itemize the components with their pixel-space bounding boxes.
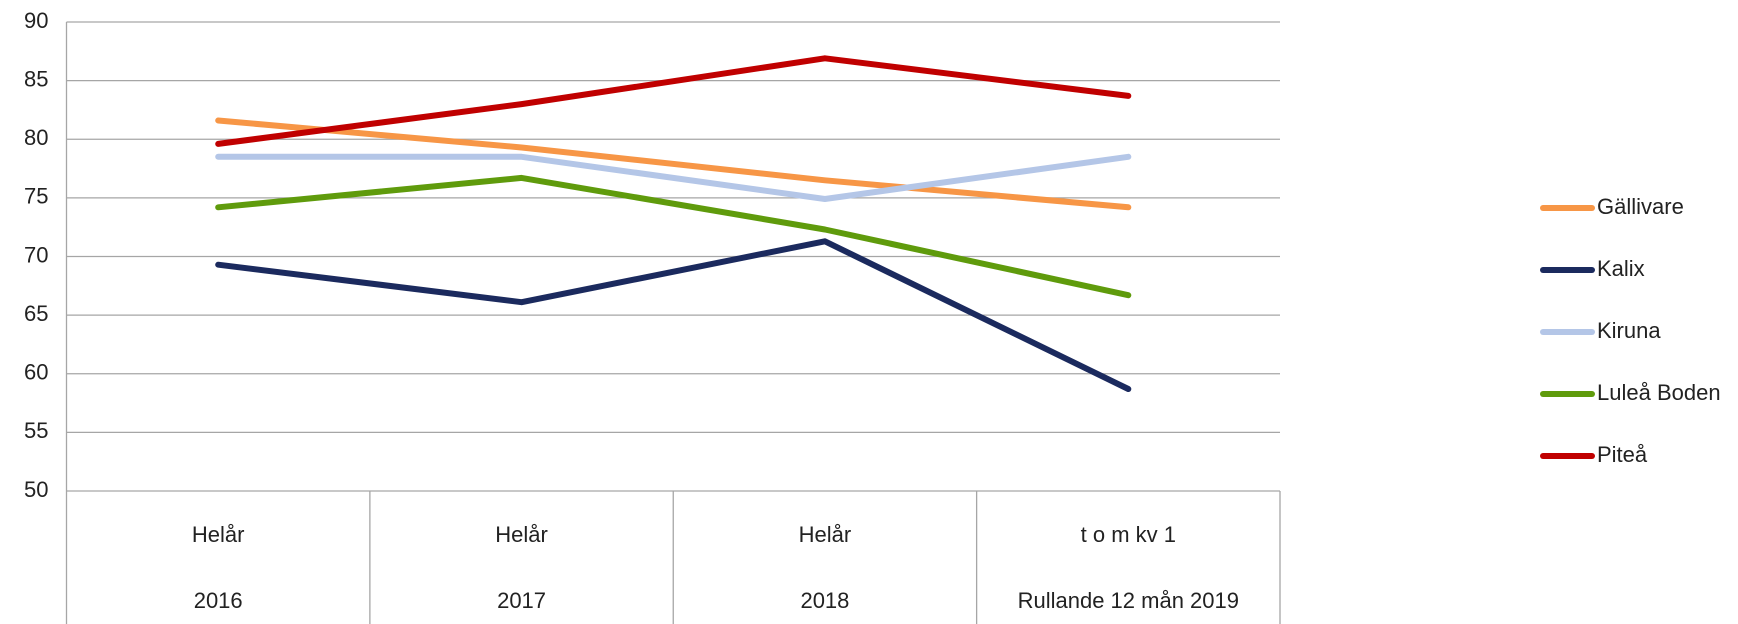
y-tick-label: 50 — [24, 477, 48, 502]
y-tick-label: 55 — [24, 418, 48, 443]
series-line — [215, 55, 1132, 147]
y-tick-label: 70 — [24, 242, 48, 267]
x-tick-label: Helår — [799, 522, 852, 547]
y-tick-label: 65 — [24, 301, 48, 326]
y-tick-label: 60 — [24, 360, 48, 385]
series-line — [215, 238, 1132, 392]
legend-label: Gällivare — [1597, 194, 1684, 219]
y-tick-label: 75 — [24, 184, 48, 209]
x-tick-label: Rullande 12 mån 2019 — [1018, 588, 1239, 613]
x-tick-label: 2016 — [194, 588, 243, 613]
legend-label: Piteå — [1597, 442, 1648, 467]
legend-label: Luleå Boden — [1597, 380, 1721, 405]
legend-label: Kiruna — [1597, 318, 1661, 343]
series-line — [215, 153, 1132, 202]
legend-label: Kalix — [1597, 256, 1645, 281]
series-line — [215, 174, 1132, 299]
x-tick-label: 2017 — [497, 588, 546, 613]
y-tick-label: 90 — [24, 8, 48, 33]
y-tick-label: 80 — [24, 125, 48, 150]
x-tick-label: Helår — [495, 522, 548, 547]
x-tick-label: t o m kv 1 — [1081, 522, 1176, 547]
x-tick-label: Helår — [192, 522, 245, 547]
series-line — [215, 117, 1132, 211]
y-tick-label: 85 — [24, 66, 48, 91]
x-tick-label: 2018 — [800, 588, 849, 613]
